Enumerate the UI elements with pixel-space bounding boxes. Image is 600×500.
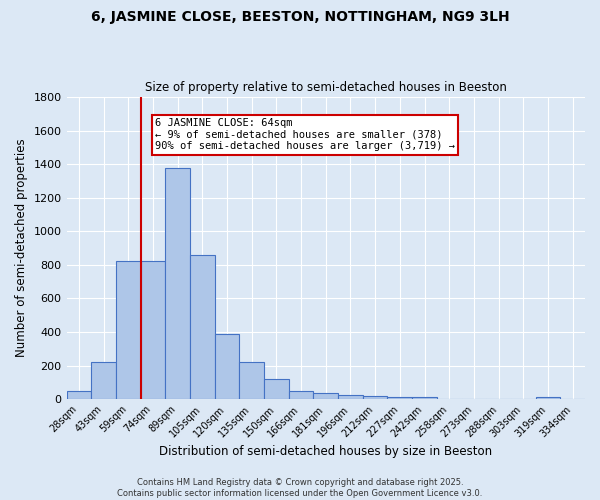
Bar <box>67 390 91 399</box>
Bar <box>437 398 461 399</box>
Title: Size of property relative to semi-detached houses in Beeston: Size of property relative to semi-detach… <box>145 82 507 94</box>
Bar <box>165 168 190 399</box>
Bar <box>412 398 437 399</box>
Bar <box>215 334 239 399</box>
Bar <box>264 379 289 399</box>
Bar <box>338 395 363 399</box>
Bar <box>536 396 560 399</box>
Bar <box>363 396 388 399</box>
Text: 6, JASMINE CLOSE, BEESTON, NOTTINGHAM, NG9 3LH: 6, JASMINE CLOSE, BEESTON, NOTTINGHAM, N… <box>91 10 509 24</box>
Bar <box>140 262 165 399</box>
Y-axis label: Number of semi-detached properties: Number of semi-detached properties <box>15 139 28 358</box>
Text: Contains HM Land Registry data © Crown copyright and database right 2025.
Contai: Contains HM Land Registry data © Crown c… <box>118 478 482 498</box>
Bar <box>239 362 264 399</box>
Bar <box>313 393 338 399</box>
Bar <box>289 390 313 399</box>
Bar <box>388 397 412 399</box>
Bar <box>116 262 140 399</box>
Bar <box>91 362 116 399</box>
X-axis label: Distribution of semi-detached houses by size in Beeston: Distribution of semi-detached houses by … <box>159 444 493 458</box>
Bar <box>190 255 215 399</box>
Text: 6 JASMINE CLOSE: 64sqm
← 9% of semi-detached houses are smaller (378)
90% of sem: 6 JASMINE CLOSE: 64sqm ← 9% of semi-deta… <box>155 118 455 152</box>
